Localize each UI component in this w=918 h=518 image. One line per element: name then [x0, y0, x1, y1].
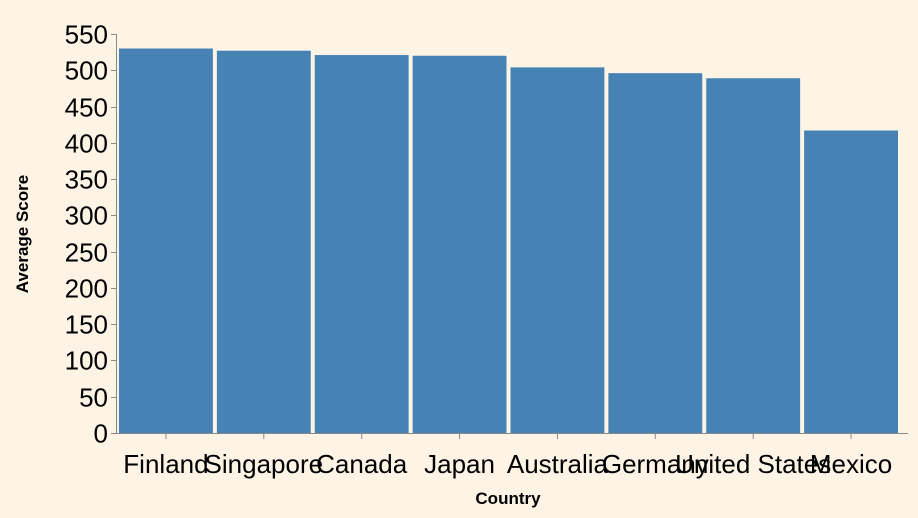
y-tick-label: 250 [65, 238, 108, 268]
x-axis-title: Country [475, 489, 541, 508]
x-tick-label-united-states: United States [675, 449, 831, 479]
y-tick-label: 400 [65, 129, 108, 159]
y-tick-label: 500 [65, 56, 108, 86]
y-tick-label: 450 [65, 93, 108, 123]
x-tick-label-japan: Japan [424, 449, 495, 479]
bar-united-states [706, 78, 801, 434]
y-tick-label: 100 [65, 346, 108, 376]
bar-germany [608, 73, 703, 433]
y-axis: 0 50 100 150 200 250 300 350 400 450 500 550 [65, 20, 117, 449]
y-tick-label: 0 [94, 419, 108, 449]
bar-japan [412, 55, 507, 433]
x-tick-label-mexico: Mexico [810, 449, 892, 479]
y-tick-label: 150 [65, 310, 108, 340]
x-tick-label-germany: Germany [602, 449, 709, 479]
bar-australia [510, 67, 605, 433]
bar-finland [119, 48, 213, 433]
bar-mexico [804, 130, 898, 433]
y-tick-label: 350 [65, 165, 108, 195]
x-tick-label-australia: Australia [507, 449, 609, 479]
bar-singapore [216, 50, 311, 433]
y-tick-label: 50 [79, 383, 108, 413]
y-tick-label: 300 [65, 201, 108, 231]
x-tick-label-canada: Canada [316, 449, 408, 479]
bar-canada [314, 55, 409, 434]
x-tick-label-singapore: Singapore [205, 449, 324, 479]
y-tick-label: 550 [65, 20, 108, 50]
x-tick-label-finland: Finland [123, 449, 208, 479]
y-tick-label: 200 [65, 274, 108, 304]
y-axis-title: Average Score [13, 175, 32, 293]
bars-group [119, 48, 898, 434]
